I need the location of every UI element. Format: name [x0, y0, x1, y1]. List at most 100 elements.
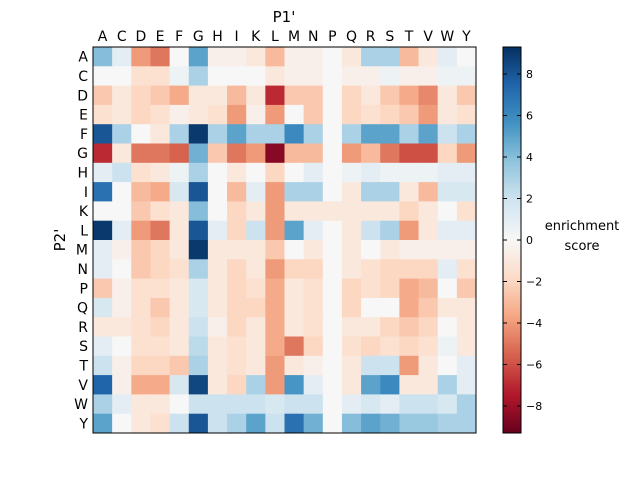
heatmap-cell-V-N	[303, 375, 324, 395]
heatmap-cell-C-M	[284, 66, 305, 86]
heatmap-cell-M-T	[399, 240, 419, 260]
heatmap-cell-G-S	[380, 143, 400, 164]
heatmap-cell-N-W	[437, 259, 458, 279]
heatmap-cell-T-S	[380, 355, 400, 376]
heatmap-cell-S-V	[418, 336, 439, 357]
heatmap-cell-M-K	[246, 240, 266, 260]
heatmap-cell-K-H	[207, 201, 228, 222]
x-tick-label: N	[308, 29, 318, 45]
heatmap-cell-I-R	[361, 182, 381, 202]
heatmap-cell-F-P	[322, 124, 343, 144]
heatmap-cell-W-W	[437, 394, 458, 415]
heatmap-cell-N-Q	[341, 259, 362, 279]
heatmap-cell-N-M	[284, 259, 305, 279]
heatmap-cell-D-T	[399, 85, 419, 106]
heatmap-cell-P-C	[112, 278, 132, 299]
heatmap-cell-P-L	[265, 278, 285, 299]
heatmap-cell-E-R	[361, 104, 381, 125]
heatmap-cell-D-C	[112, 85, 132, 106]
heatmap-cell-N-C	[112, 259, 132, 279]
heatmap-cell-K-Y	[456, 201, 477, 222]
heatmap-cell-R-F	[169, 317, 190, 337]
heatmap-cell-A-M	[284, 47, 305, 67]
x-tick-label: Q	[346, 29, 357, 45]
y-tick-label: N	[78, 262, 88, 278]
heatmap-cell-T-H	[207, 355, 228, 376]
heatmap-cell-S-E	[150, 336, 170, 357]
heatmap-cell-E-T	[399, 104, 419, 125]
heatmap-cell-C-Y	[456, 66, 477, 86]
x-axis-label: P1'	[273, 8, 296, 26]
heatmap-cell-P-T	[399, 278, 419, 299]
heatmap-cell-G-F	[169, 143, 190, 164]
heatmap-cell-Q-Q	[341, 297, 362, 318]
heatmap-cell-M-R	[361, 240, 381, 260]
heatmap-cell-H-N	[303, 162, 324, 183]
heatmap-cell-F-V	[418, 124, 439, 144]
heatmap-cell-H-H	[207, 162, 228, 183]
heatmap-cell-Q-D	[131, 297, 151, 318]
heatmap-cell-H-I	[227, 162, 247, 183]
y-tick-label: E	[79, 108, 88, 124]
heatmap-cell-V-D	[131, 375, 151, 395]
y-tick-label: I	[84, 185, 88, 201]
heatmap-cell-K-W	[437, 201, 458, 222]
heatmap-cell-V-C	[112, 375, 132, 395]
heatmap-cell-C-R	[361, 66, 381, 86]
heatmap-cell-M-F	[169, 240, 190, 260]
heatmap-cell-W-G	[188, 394, 209, 415]
x-tick-label: E	[156, 29, 165, 45]
heatmap-cell-T-F	[169, 355, 190, 376]
heatmap-cell-P-N	[303, 278, 324, 299]
heatmap-cell-M-N	[303, 240, 324, 260]
heatmap-cell-K-Q	[341, 201, 362, 222]
heatmap-cell-F-S	[380, 124, 400, 144]
y-tick-label: W	[74, 397, 88, 413]
heatmap-cell-V-V	[418, 375, 439, 395]
heatmap-cell-Q-M	[284, 297, 305, 318]
heatmap-cell-R-S	[380, 317, 400, 337]
colorbar-label-line1: enrichment	[545, 219, 620, 234]
heatmap-cell-H-F	[169, 162, 190, 183]
heatmap-cell-C-G	[188, 66, 209, 86]
heatmap-cell-A-A	[93, 47, 113, 67]
heatmap-cell-W-V	[418, 394, 439, 415]
heatmap-cell-E-Y	[456, 104, 477, 125]
heatmap-cell-A-N	[303, 47, 324, 67]
heatmap-cell-C-F	[169, 66, 190, 86]
heatmap-cell-S-S	[380, 336, 400, 357]
heatmap-cell-T-E	[150, 355, 170, 376]
heatmap-cell-C-N	[303, 66, 324, 86]
heatmap-cell-N-T	[399, 259, 419, 279]
heatmap-cell-A-W	[437, 47, 458, 67]
heatmap-cell-W-R	[361, 394, 381, 415]
heatmap-cell-Y-R	[361, 413, 381, 434]
colorbar-tick-label: −8	[526, 400, 542, 413]
heatmap-cell-D-N	[303, 85, 324, 106]
heatmap-cell-H-M	[284, 162, 305, 183]
heatmap-cell-Q-A	[93, 297, 113, 318]
y-tick-label: A	[78, 50, 88, 66]
heatmap-cell-R-H	[207, 317, 228, 337]
heatmap-cell-Q-L	[265, 297, 285, 318]
heatmap-cell-F-W	[437, 124, 458, 144]
heatmap-cell-C-T	[399, 66, 419, 86]
heatmap-cell-I-C	[112, 182, 132, 202]
colorbar-tick-label: 6	[526, 109, 533, 122]
heatmap-cell-F-D	[131, 124, 151, 144]
heatmap-cell-A-E	[150, 47, 170, 67]
heatmap-cell-V-W	[437, 375, 458, 395]
heatmap-cell-V-I	[227, 375, 247, 395]
y-tick-label: D	[77, 88, 88, 104]
heatmap-cell-Y-V	[418, 413, 439, 434]
heatmap-cell-K-C	[112, 201, 132, 222]
heatmap-cell-L-P	[322, 220, 343, 241]
heatmap-cell-K-I	[227, 201, 247, 222]
heatmap-cell-S-N	[303, 336, 324, 357]
heatmap-cell-D-I	[227, 85, 247, 106]
heatmap-cell-V-A	[93, 375, 113, 395]
heatmap-cell-A-K	[246, 47, 266, 67]
heatmap-cell-F-I	[227, 124, 247, 144]
heatmap-cell-I-N	[303, 182, 324, 202]
heatmap-cell-D-H	[207, 85, 228, 106]
